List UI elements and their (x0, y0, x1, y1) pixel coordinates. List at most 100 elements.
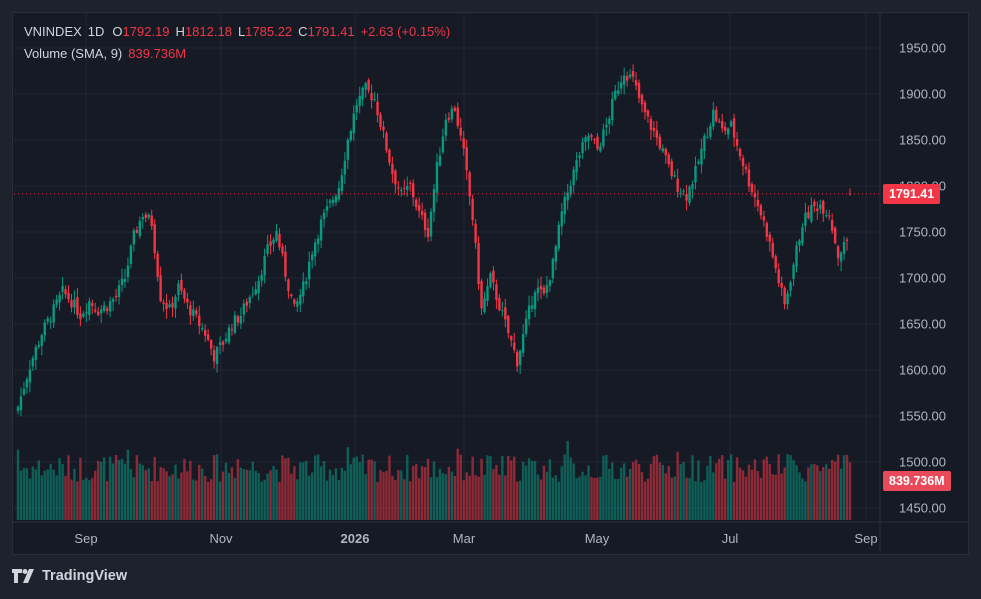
volume-bar (459, 454, 462, 520)
volume-bar (153, 456, 156, 520)
candle-body (845, 239, 849, 242)
volume-bar (516, 481, 519, 520)
volume-bar (631, 461, 635, 520)
candle-body (685, 194, 688, 201)
volume-bar (783, 467, 786, 520)
candle-body (819, 204, 822, 209)
candle-body (575, 160, 578, 173)
volume-bar (830, 459, 834, 520)
candle-body (444, 119, 448, 136)
candle-body (248, 296, 251, 304)
candle-body (105, 308, 109, 311)
volume-bar (31, 466, 35, 520)
y-axis-tick-label: 1650.00 (899, 317, 946, 332)
tradingview-logo[interactable]: TradingView (12, 568, 127, 584)
volume-bar (73, 468, 76, 520)
volume-bar (622, 463, 626, 520)
volume-bar (694, 481, 697, 520)
close-label: C (298, 24, 308, 39)
volume-bar (195, 480, 198, 520)
volume-bar (97, 460, 100, 520)
candle-body (204, 329, 207, 336)
tradingview-logo-icon (12, 569, 34, 583)
candle-body (239, 315, 243, 324)
volume-bar (572, 463, 575, 520)
volume-bar (144, 470, 147, 520)
candle-body (474, 223, 477, 243)
candle-body (557, 224, 560, 249)
volume-bar (114, 454, 118, 520)
candle-body (780, 282, 783, 288)
volume-bar (417, 478, 421, 520)
candle-body (518, 350, 522, 365)
volume-bar (465, 472, 468, 520)
candle-body (97, 311, 100, 316)
candle-body (489, 273, 492, 287)
volume-bar (126, 449, 130, 520)
volume-bar (527, 458, 531, 520)
volume-bar (819, 471, 822, 520)
volume-label[interactable]: Volume (SMA, 9) (24, 46, 123, 61)
candle-body (171, 302, 174, 308)
volume-bar (150, 481, 153, 520)
candle-body (655, 130, 659, 138)
candle-body (263, 255, 266, 276)
candle-body (789, 282, 792, 291)
candle-body (605, 125, 608, 128)
volume-bar (102, 457, 106, 520)
candle-body (79, 313, 82, 320)
volume-bar (248, 470, 251, 520)
volume-bar (355, 456, 358, 520)
candle-body (156, 253, 159, 277)
volume-bar (373, 461, 376, 520)
candle-body (52, 304, 55, 323)
candle-body (364, 83, 367, 90)
volume-bar (180, 472, 183, 520)
candle-body (269, 241, 272, 246)
volume-bar (768, 463, 771, 520)
candle-body (385, 133, 388, 151)
candle-body (420, 210, 424, 216)
candle-body (700, 148, 703, 165)
interval-label[interactable]: 1D (87, 24, 105, 39)
y-axis-tick-label: 1450.00 (899, 501, 946, 516)
volume-bar (646, 478, 650, 520)
candle-body (709, 126, 712, 137)
candle-body (735, 138, 739, 146)
volume-bar (584, 475, 587, 520)
y-axis-tick-label: 1950.00 (899, 41, 946, 56)
volume-bar (462, 480, 465, 520)
candle-body (435, 162, 439, 193)
volume-bar (19, 470, 23, 520)
candle-body (242, 303, 246, 315)
candle-body (212, 350, 216, 362)
volume-bar (495, 464, 498, 520)
volume-bar (510, 460, 513, 520)
candle-body (426, 227, 430, 238)
candle-body (144, 214, 147, 219)
volume-bar (302, 462, 305, 520)
symbol-name[interactable]: VNINDEX (24, 24, 82, 39)
candle-body (183, 290, 186, 299)
volume-bar (474, 475, 477, 520)
candle-body (180, 280, 183, 291)
candle-body (798, 240, 801, 246)
candle-body (679, 192, 682, 194)
volume-bar (212, 455, 216, 520)
candle-body (516, 351, 519, 367)
candle-body (602, 129, 605, 147)
volume-bar (209, 479, 213, 520)
volume-bar (620, 467, 623, 520)
volume-bar (688, 477, 691, 520)
volume-bar (379, 469, 382, 520)
x-axis-tick-label: Sep (854, 531, 877, 546)
candle-body (293, 299, 296, 304)
candle-body (596, 136, 599, 149)
candle-body (447, 117, 451, 120)
volume-bar (135, 455, 139, 520)
volume-bar (165, 471, 168, 520)
candle-body (34, 347, 38, 360)
volume-bar (658, 462, 662, 520)
volume-bar (489, 456, 492, 520)
